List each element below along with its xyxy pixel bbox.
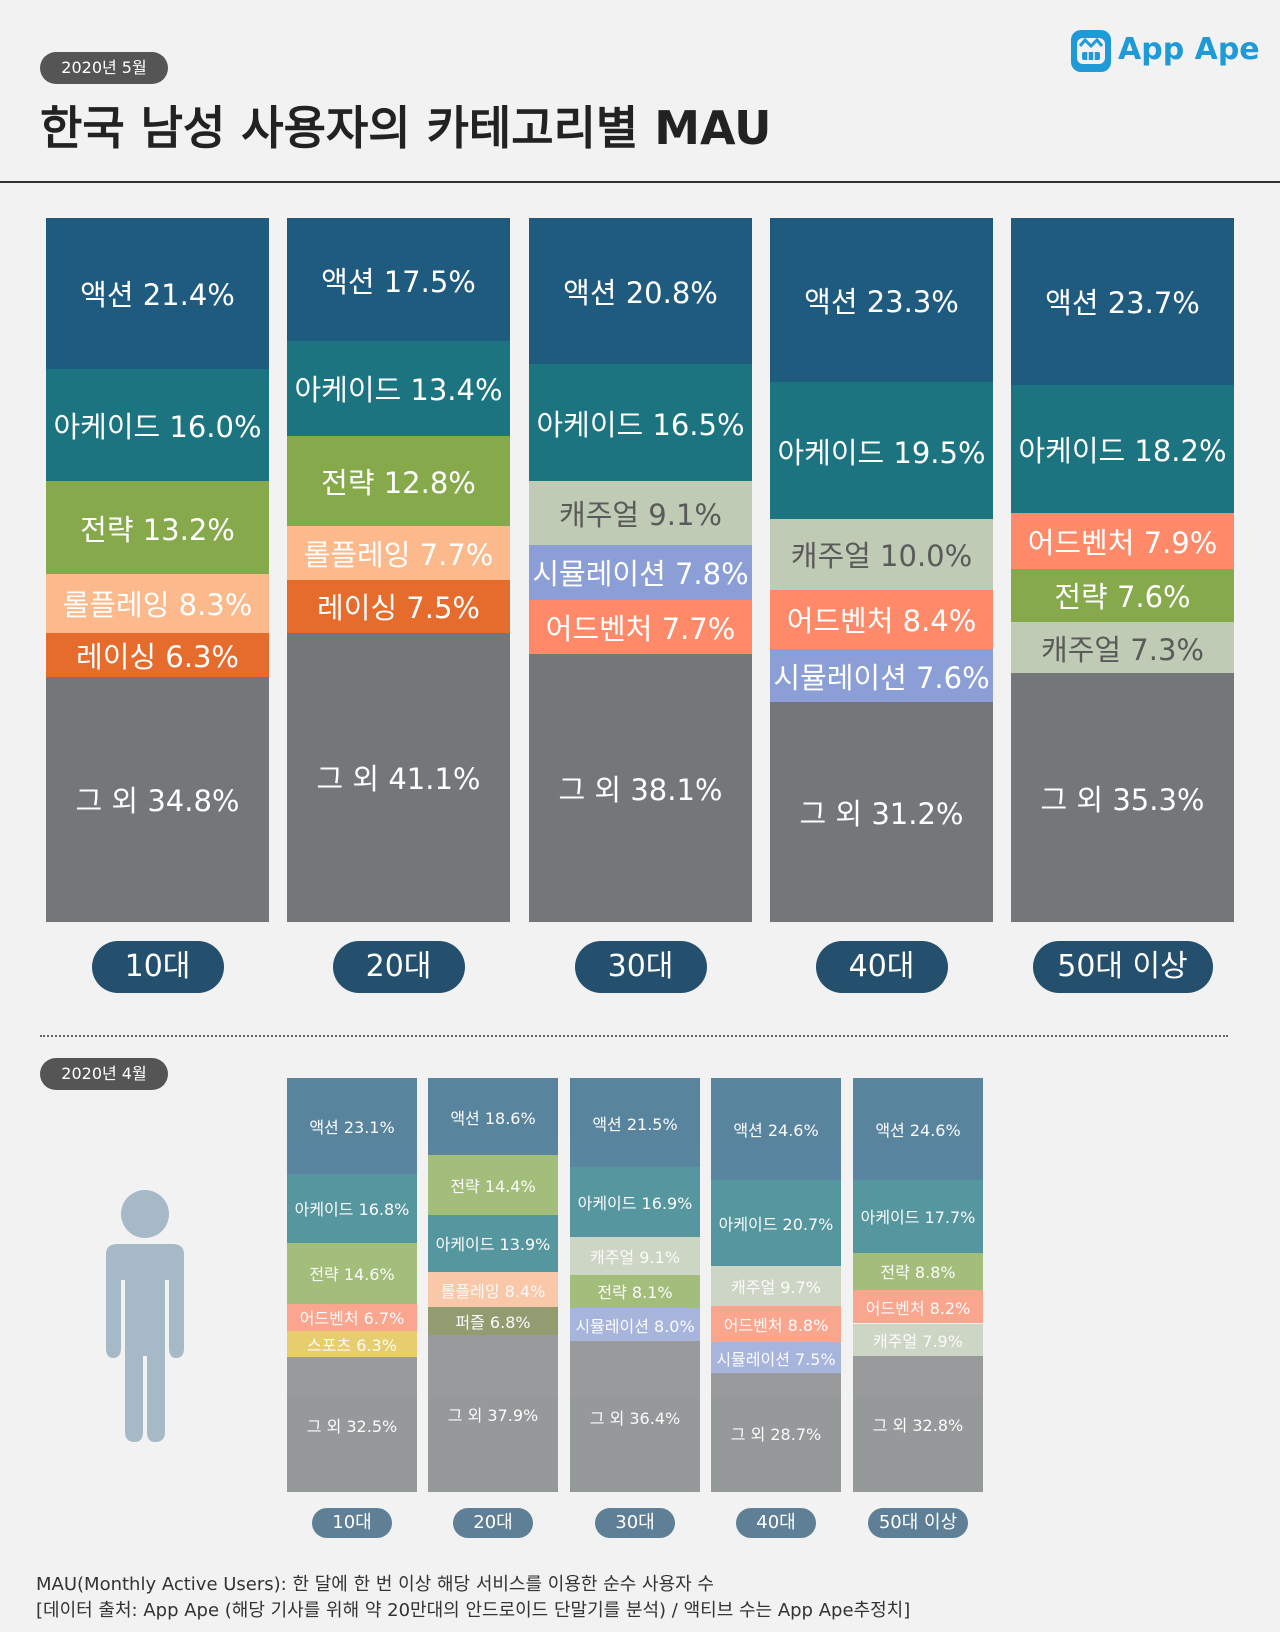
age-label-1: 10대: [312, 1508, 392, 1538]
age-label-4: 40대: [736, 1508, 816, 1538]
stacked-bar-5: 액션 23.7% 아케이드 18.2% 어드벤처 7.9% 전략 7.6% 캐주얼 7.…: [1011, 218, 1234, 922]
bar-segment: 시뮬레이션 8.0%: [570, 1308, 700, 1342]
bar-segment: 어드벤처 7.7%: [529, 599, 752, 654]
stacked-bar-3: 액션 21.5% 아케이드 16.9% 캐주얼 9.1% 전략 8.1% 시뮬레이션 8…: [570, 1078, 700, 1492]
bar-segment: 어드벤처 7.9%: [1011, 512, 1234, 569]
bar-segment: 캐주얼 9.1%: [570, 1236, 700, 1275]
age-label-1: 10대: [91, 941, 224, 993]
bar-segment: 아케이드 13.4%: [287, 341, 510, 436]
stacked-bar-2: 액션 17.5% 아케이드 13.4% 전략 12.8% 롤플레잉 7.7% 레이싱 7…: [287, 218, 510, 922]
bar-segment: 액션 18.6%: [428, 1078, 558, 1155]
bar-segment: 그 외 36.4%: [570, 1341, 700, 1492]
bar-segment: 그 외 32.8%: [853, 1356, 983, 1492]
bar-segment: 액션 23.1%: [287, 1078, 417, 1174]
footer-definition: MAU(Monthly Active Users): 한 달에 한 번 이상 해…: [36, 1574, 714, 1595]
age-label-3: 30대: [595, 1508, 675, 1538]
bar-segment: 어드벤처 8.8%: [711, 1305, 841, 1343]
bar-segment: 전략 13.2%: [46, 481, 269, 575]
bar-segment: 액션 24.6%: [711, 1078, 841, 1180]
bar-segment: 그 외 34.8%: [46, 677, 269, 922]
date-badge-main: 2020년 5월: [40, 52, 168, 84]
bar-segment: 퍼즐 6.8%: [428, 1306, 558, 1336]
bar-segment: 아케이드 16.8%: [287, 1173, 417, 1244]
section-divider: [40, 1035, 1228, 1037]
date-badge-prev: 2020년 4월: [40, 1058, 168, 1090]
page-title: 한국 남성 사용자의 카테고리별 MAU: [40, 101, 772, 155]
bar-segment: 그 외 32.5%: [287, 1357, 417, 1492]
bar-segment: 전략 8.8%: [853, 1253, 983, 1290]
bar-segment: 액션 17.5%: [287, 218, 510, 342]
stacked-bar-4: 액션 24.6% 아케이드 20.7% 캐주얼 9.7% 어드벤처 8.8% 시뮬레이션…: [711, 1078, 841, 1492]
age-label-2: 20대: [332, 941, 465, 993]
stacked-bar-4: 액션 23.3% 아케이드 19.5% 캐주얼 10.0% 어드벤처 8.4% 시뮬레이…: [770, 218, 993, 922]
bar-segment: 시뮬레이션 7.6%: [770, 648, 993, 703]
app-ape-logo: App Ape: [1068, 24, 1260, 78]
age-label-5: 50대 이상: [868, 1508, 968, 1538]
bar-segment: 액션 23.3%: [770, 218, 993, 383]
bar-segment: 액션 21.5%: [570, 1078, 700, 1167]
bar-segment: 그 외 28.7%: [711, 1373, 841, 1492]
bar-segment: 그 외 31.2%: [770, 702, 993, 922]
bar-segment: 어드벤처 6.7%: [287, 1303, 417, 1332]
bar-segment: 캐주얼 10.0%: [770, 519, 993, 590]
footer-source: [데이터 출처: App Ape (해당 기사를 위해 약 20만대의 안드로이…: [36, 1600, 911, 1621]
age-label-4: 40대: [815, 941, 948, 993]
bar-segment: 전략 14.4%: [428, 1155, 558, 1215]
bar-segment: 롤플레잉 8.4%: [428, 1272, 558, 1307]
bar-segment: 아케이드 16.9%: [570, 1167, 700, 1237]
bar-segment: 캐주얼 7.3%: [1011, 622, 1234, 674]
bar-segment: 액션 23.7%: [1011, 218, 1234, 385]
bar-segment: 전략 8.1%: [570, 1274, 700, 1309]
bar-segment: 롤플레잉 8.3%: [46, 574, 269, 633]
bar-segment: 그 외 35.3%: [1011, 673, 1234, 922]
bar-segment: 롤플레잉 7.7%: [287, 525, 510, 580]
bar-segment: 액션 21.4%: [46, 218, 269, 369]
bar-segment: 아케이드 18.2%: [1011, 384, 1234, 513]
bar-segment: 아케이드 19.5%: [770, 382, 993, 520]
bar-segment: 캐주얼 9.1%: [529, 480, 752, 545]
bar-segment: 어드벤처 8.4%: [770, 589, 993, 649]
bar-segment: 캐주얼 9.7%: [711, 1265, 841, 1306]
bar-segment: 시뮬레이션 7.8%: [529, 544, 752, 600]
bar-segment: 아케이드 16.0%: [46, 368, 269, 482]
bar-segment: 시뮬레이션 7.5%: [711, 1342, 841, 1374]
male-person-icon: [106, 1190, 184, 1442]
bar-segment: 그 외 41.1%: [287, 632, 510, 922]
bar-segment: 아케이드 13.9%: [428, 1214, 558, 1273]
logo-text: App Ape: [1118, 32, 1260, 67]
bar-segment: 스포츠 6.3%: [287, 1331, 417, 1358]
stacked-bar-1: 액션 23.1% 아케이드 16.8% 전략 14.6% 어드벤처 6.7% 스포츠 6…: [287, 1078, 417, 1492]
bar-segment: 액션 20.8%: [529, 218, 752, 365]
stacked-bar-5: 액션 24.6% 아케이드 17.7% 전략 8.8% 어드벤처 8.2% 캐주얼 7.…: [853, 1078, 983, 1492]
bar-segment: 아케이드 20.7%: [711, 1179, 841, 1266]
bar-segment: 전략 14.6%: [287, 1243, 417, 1304]
bar-segment: 아케이드 16.5%: [529, 364, 752, 481]
age-label-3: 30대: [574, 941, 707, 993]
bar-segment: 레이싱 7.5%: [287, 579, 510, 633]
stacked-bar-3: 액션 20.8% 아케이드 16.5% 캐주얼 9.1% 시뮬레이션 7.8% 어드벤처…: [529, 218, 752, 922]
bar-segment: 레이싱 6.3%: [46, 632, 269, 677]
bar-segment: 캐주얼 7.9%: [853, 1323, 983, 1357]
stacked-bar-2: 액션 18.6% 전략 14.4% 아케이드 13.9% 롤플레잉 8.4% 퍼즐 6.…: [428, 1078, 558, 1492]
bar-segment: 그 외 37.9%: [428, 1335, 558, 1492]
header-divider: [0, 181, 1280, 183]
age-label-2: 20대: [453, 1508, 533, 1538]
bar-segment: 전략 12.8%: [287, 435, 510, 526]
bar-segment: 어드벤처 8.2%: [853, 1289, 983, 1324]
bar-segment: 그 외 38.1%: [529, 653, 752, 922]
stacked-bar-1: 액션 21.4% 아케이드 16.0% 전략 13.2% 롤플레잉 8.3% 레이싱 6…: [46, 218, 269, 922]
bar-segment: 액션 24.6%: [853, 1078, 983, 1180]
app-ape-logo-icon: [1071, 30, 1111, 72]
bar-segment: 아케이드 17.7%: [853, 1179, 983, 1254]
age-label-5: 50대 이상: [1032, 941, 1213, 993]
bar-segment: 전략 7.6%: [1011, 568, 1234, 623]
